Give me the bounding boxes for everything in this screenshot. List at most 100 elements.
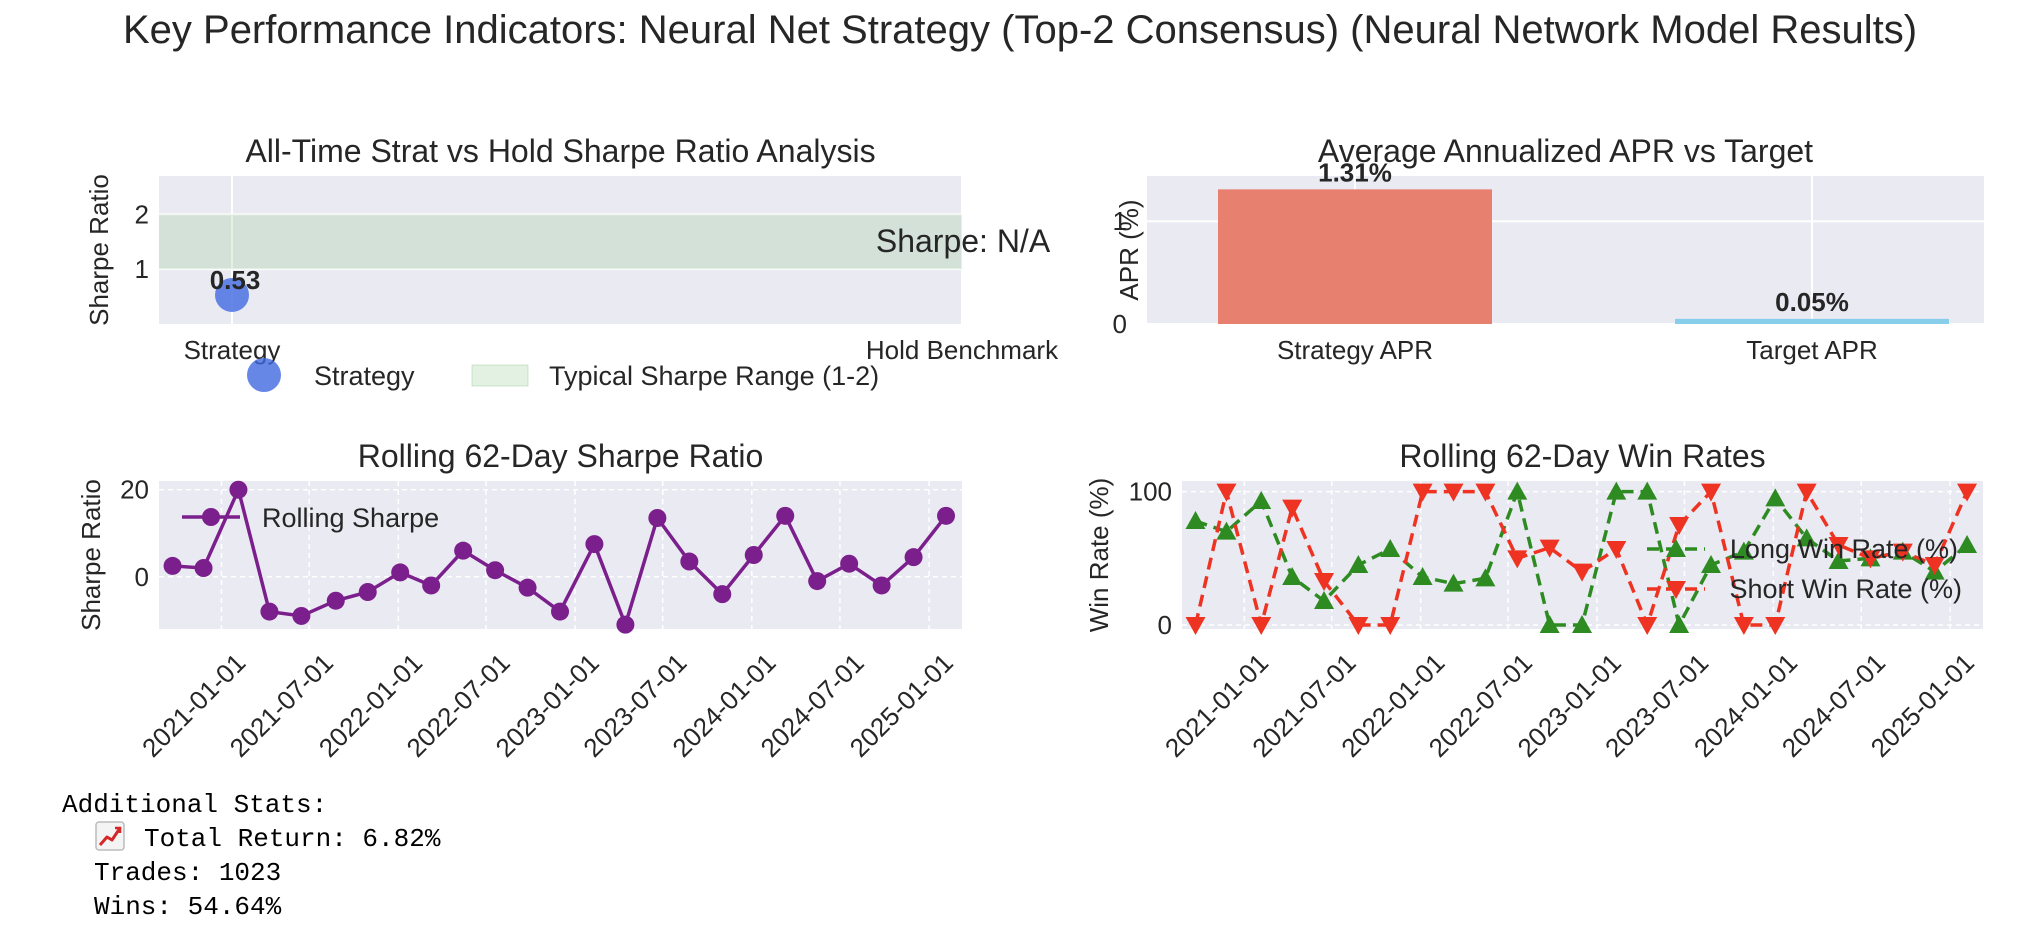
- short-win-rate-point: [1892, 543, 1913, 562]
- rolling-sharpe-point: [194, 559, 213, 578]
- rolling-sharpe-point: [616, 615, 635, 634]
- plot-area: [159, 176, 962, 324]
- rolling-sharpe-point: [358, 583, 377, 601]
- bar-target-apr: [1675, 318, 1949, 324]
- short-win-rate-point: [1796, 483, 1817, 502]
- long-win-rate-point: [1185, 511, 1206, 529]
- strategy-value-label: 0.53: [210, 265, 261, 295]
- typical-sharpe-band: [159, 214, 962, 270]
- y-tick-label: 1: [1113, 206, 1127, 236]
- bar-value-label: 1.31%: [1318, 157, 1392, 187]
- y-tick-label: 0: [1158, 610, 1172, 640]
- rolling-sharpe-point: [422, 576, 441, 595]
- short-win-rate-point: [1412, 483, 1433, 502]
- y-tick-label: 0: [1113, 309, 1127, 339]
- figure-title: Key Performance Indicators: Neural Net S…: [123, 8, 1917, 52]
- y-tick-label: 20: [120, 475, 149, 505]
- panel-title: Rolling 62-Day Sharpe Ratio: [358, 438, 764, 474]
- plot-series: [163, 480, 956, 634]
- legend-marker-long: [1666, 539, 1686, 557]
- short-win-rate-point: [1606, 541, 1627, 559]
- y-tick-label: 0: [135, 562, 149, 592]
- short-win-rate-point: [1637, 617, 1658, 635]
- short-win-rate-point: [1572, 563, 1593, 582]
- additional-stats: Additional Stats: Total Return: 6.82% Tr…: [62, 790, 441, 922]
- short-win-rate-point: [1957, 483, 1978, 502]
- rolling-sharpe-point: [904, 548, 923, 567]
- short-win-rate-point: [1669, 517, 1690, 535]
- long-win-rate-point: [1216, 521, 1237, 540]
- short-win-rate-point: [1443, 483, 1464, 502]
- short-win-rate-point: [1733, 617, 1754, 635]
- long-win-rate-point: [1348, 555, 1369, 573]
- rolling-sharpe-point: [648, 509, 667, 527]
- plot-series: [1185, 481, 1978, 635]
- short-win-rate-point: [1348, 617, 1369, 635]
- short-win-rate-point: [1216, 483, 1237, 502]
- long-win-rate-point: [1765, 488, 1786, 507]
- rolling-sharpe-point: [391, 563, 410, 582]
- rolling-sharpe-point: [229, 480, 248, 499]
- long-win-rate-point: [1475, 568, 1496, 587]
- legend-marker-short: [1666, 581, 1686, 599]
- rolling-sharpe-point: [163, 556, 182, 575]
- rolling-sharpe-point: [326, 591, 345, 610]
- legend-label-band: Typical Sharpe Range (1-2): [549, 361, 879, 391]
- long-win-rate-point: [1606, 481, 1627, 500]
- bar-value-label: 0.05%: [1775, 287, 1849, 317]
- sharpe-na-annotation: Sharpe: N/A: [876, 223, 1051, 259]
- short-win-rate-point: [1185, 617, 1206, 635]
- short-win-rate-point: [1701, 483, 1722, 502]
- legend-patch-band: [471, 364, 529, 387]
- long-win-rate-point: [1251, 491, 1272, 509]
- legend: Strategy Typical Sharpe Range (1-2): [247, 358, 879, 392]
- long-win-rate-point: [1507, 481, 1528, 500]
- long-win-rate-point: [1733, 541, 1754, 560]
- short-win-rate-point: [1539, 539, 1560, 558]
- rolling-sharpe-point: [292, 606, 311, 625]
- rolling-sharpe-point: [744, 546, 763, 564]
- legend-marker-strategy: [247, 358, 281, 392]
- long-win-rate-point: [1412, 567, 1433, 585]
- long-win-rate-point: [1701, 555, 1722, 573]
- rolling-sharpe-point: [454, 541, 473, 560]
- legend-label-strategy: Strategy: [314, 361, 415, 391]
- legend-marker-rolling-sharpe: [202, 508, 220, 526]
- rolling-sharpe-panel: Rolling 62-Day Sharpe Ratio Sharpe Ratio 2…: [76, 438, 962, 763]
- panel-title: Rolling 62-Day Win Rates: [1399, 438, 1765, 474]
- strategy-point: [215, 277, 249, 312]
- panel-title: All-Time Strat vs Hold Sharpe Ratio Anal…: [245, 133, 875, 169]
- rolling-sharpe-point: [840, 554, 859, 573]
- legend-label-long: Long Win Rate (%): [1730, 534, 1958, 564]
- y-tick-label: 1: [135, 254, 149, 284]
- short-win-rate-point: [1251, 617, 1272, 635]
- rolling-sharpe-point: [713, 585, 732, 604]
- y-tick-label: 2: [135, 199, 149, 229]
- legend: Long Win Rate (%) Short Win Rate (%): [1647, 534, 1962, 604]
- plot-area: [1182, 481, 1983, 629]
- stats-heading: Additional Stats:: [62, 790, 327, 820]
- sharpe-ratio-panel: All-Time Strat vs Hold Sharpe Ratio Anal…: [84, 133, 1059, 392]
- rolling-sharpe-point: [260, 602, 279, 621]
- rolling-sharpe-point: [585, 535, 604, 554]
- short-win-rate-point: [1507, 550, 1528, 569]
- rolling-sharpe-point: [518, 578, 537, 597]
- long-win-rate-point: [1572, 615, 1593, 633]
- short-win-rate-point: [1475, 483, 1496, 502]
- panel-title: Average Annualized APR vs Target: [1318, 133, 1813, 169]
- rolling-sharpe-point: [680, 552, 699, 571]
- y-tick-label: 100: [1129, 477, 1172, 507]
- rolling-sharpe-point: [551, 602, 570, 621]
- long-win-rate-point: [1314, 591, 1335, 609]
- short-win-rate-point: [1924, 557, 1945, 575]
- short-win-rate-point: [1314, 573, 1335, 591]
- legend: Rolling Sharpe: [182, 503, 439, 533]
- short-win-rate-point: [1282, 499, 1303, 518]
- y-axis-label: APR (%): [1114, 199, 1144, 300]
- long-win-rate-point: [1637, 481, 1658, 500]
- long-win-rate-point: [1957, 535, 1978, 553]
- rolling-sharpe-point: [872, 576, 891, 595]
- x-tick-label: Strategy APR: [1277, 335, 1433, 365]
- rolling-sharpe-point: [486, 561, 505, 580]
